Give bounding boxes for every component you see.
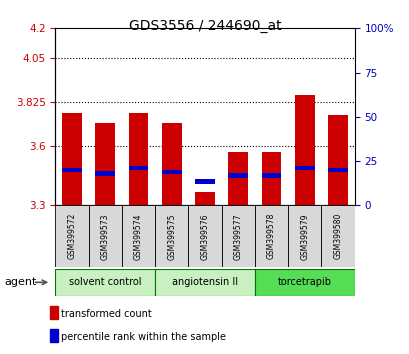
Bar: [294, 166, 314, 170]
Bar: [155, 205, 188, 267]
Bar: [288, 205, 321, 267]
Bar: [228, 173, 247, 178]
Text: GSM399576: GSM399576: [200, 213, 209, 259]
Bar: [55, 269, 155, 296]
Bar: [261, 152, 281, 205]
Bar: [195, 179, 214, 184]
Text: GSM399573: GSM399573: [101, 213, 110, 259]
Bar: [62, 167, 82, 172]
Bar: [254, 269, 354, 296]
Bar: [321, 205, 354, 267]
Bar: [294, 95, 314, 205]
Bar: [50, 307, 58, 319]
Text: GSM399577: GSM399577: [233, 213, 242, 259]
Bar: [155, 269, 254, 296]
Text: transformed count: transformed count: [61, 309, 152, 319]
Bar: [327, 115, 347, 205]
Bar: [50, 330, 58, 342]
Text: GSM399580: GSM399580: [333, 213, 342, 259]
Text: solvent control: solvent control: [69, 277, 141, 287]
Bar: [55, 205, 88, 267]
Bar: [128, 113, 148, 205]
Text: GSM399579: GSM399579: [299, 213, 308, 259]
Bar: [195, 192, 214, 205]
Text: angiotensin II: angiotensin II: [171, 277, 238, 287]
Bar: [128, 166, 148, 170]
Text: GDS3556 / 244690_at: GDS3556 / 244690_at: [128, 19, 281, 34]
Bar: [221, 205, 254, 267]
Bar: [162, 123, 181, 205]
Bar: [188, 205, 221, 267]
Text: GSM399574: GSM399574: [134, 213, 143, 259]
Text: torcetrapib: torcetrapib: [277, 277, 331, 287]
Bar: [121, 205, 155, 267]
Bar: [95, 123, 115, 205]
Bar: [162, 170, 181, 174]
Bar: [62, 113, 82, 205]
Bar: [254, 205, 288, 267]
Text: GSM399578: GSM399578: [266, 213, 275, 259]
Bar: [327, 167, 347, 172]
Text: percentile rank within the sample: percentile rank within the sample: [61, 332, 226, 342]
Bar: [228, 152, 247, 205]
Text: GSM399572: GSM399572: [67, 213, 76, 259]
Text: GSM399575: GSM399575: [167, 213, 176, 259]
Bar: [261, 173, 281, 178]
Bar: [88, 205, 121, 267]
Bar: [95, 171, 115, 176]
Text: agent: agent: [4, 277, 36, 287]
